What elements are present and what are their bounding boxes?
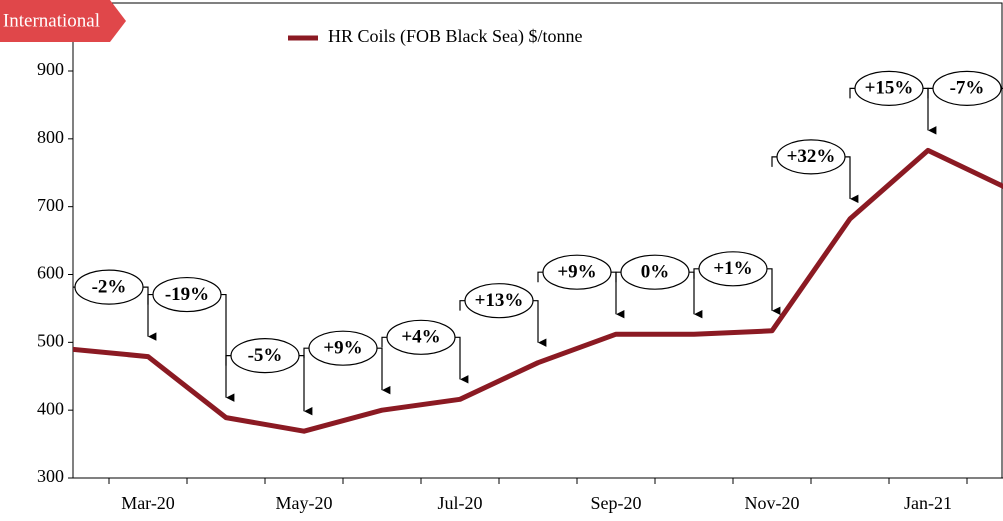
change-annotation: -19% — [147, 276, 235, 402]
change-annotation: -5% — [225, 338, 313, 416]
annotation-label: +13% — [475, 290, 524, 311]
y-tick-label: 600 — [37, 263, 64, 283]
x-tick-label: Nov-20 — [745, 493, 800, 513]
x-tick-label: Mar-20 — [121, 493, 175, 513]
change-annotation: +9% — [537, 254, 625, 319]
annotation-label: +1% — [713, 258, 752, 279]
annotation-bubble — [854, 70, 924, 106]
annotation-label: -19% — [165, 284, 209, 305]
annotation-label: +4% — [401, 327, 440, 348]
x-tick-label: Jul-20 — [438, 493, 483, 513]
annotation-bubble — [152, 276, 222, 313]
y-tick-label: 300 — [37, 466, 64, 486]
annotation-bubble — [386, 319, 456, 355]
annotation-bubble — [308, 330, 378, 366]
y-tick-label: 800 — [37, 127, 64, 147]
change-annotation: +15% — [849, 70, 937, 135]
change-annotation: 0% — [615, 254, 703, 319]
y-tick-label: 700 — [37, 195, 64, 215]
y-tick-label: 500 — [37, 330, 64, 350]
annotation-label: +9% — [323, 338, 362, 359]
change-annotation: +1% — [693, 251, 781, 316]
x-tick-label: Jan-21 — [904, 493, 952, 513]
x-tick-label: May-20 — [276, 493, 333, 513]
annotation-label: 0% — [641, 262, 670, 283]
change-annotation: -7% — [927, 70, 1003, 106]
series — [73, 147, 1003, 434]
tag: International — [0, 0, 126, 42]
y-tick-label: 900 — [37, 59, 64, 79]
annotation-label: -7% — [950, 78, 985, 99]
annotation-bubble — [620, 254, 690, 290]
line — [73, 147, 1003, 434]
change-annotation: +13% — [459, 283, 547, 347]
change-annotation: +32% — [771, 139, 859, 204]
annotation-bubble — [464, 283, 534, 319]
change-annotation: +9% — [303, 330, 391, 395]
annotation-bubble — [74, 269, 144, 305]
annotation-label: -5% — [248, 345, 283, 366]
annotation-bubble — [776, 139, 846, 175]
annotation-label: +15% — [865, 78, 914, 99]
annotation-bubble — [542, 254, 612, 290]
annotation-label: +9% — [557, 262, 596, 283]
legend-label: HR Coils (FOB Black Sea) $/tonne — [328, 26, 583, 47]
annotation-bubble — [698, 251, 768, 287]
change-annotation: +4% — [381, 319, 469, 384]
change-annotation: -2% — [73, 269, 157, 341]
y-tick-label: 400 — [37, 398, 64, 418]
annotation-label: +32% — [787, 146, 836, 167]
tag-text: International — [3, 10, 100, 31]
annotation-label: -2% — [92, 276, 127, 297]
annotation-bubble — [932, 70, 1002, 106]
annotation-bubble — [230, 338, 300, 374]
x-tick-label: Sep-20 — [591, 493, 642, 513]
